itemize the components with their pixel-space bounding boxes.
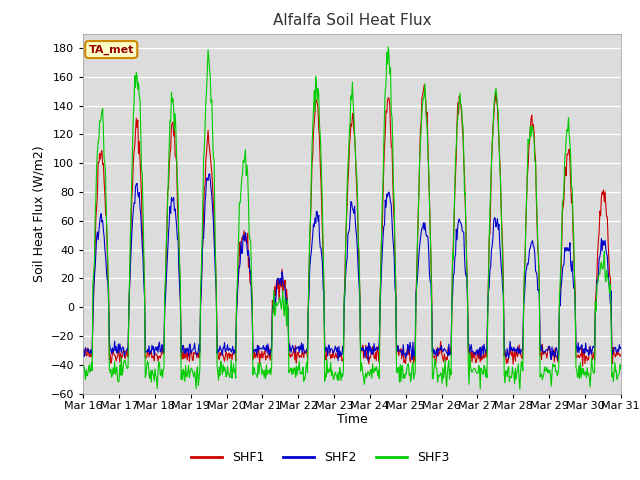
SHF2: [228, 347, 236, 353]
SHF2: [435, 346, 442, 352]
SHF1: [199, 240, 207, 246]
Line: SHF2: SHF2: [83, 174, 621, 361]
SHF3: [418, 109, 426, 115]
SHF1: [579, 363, 586, 369]
SHF3: [227, 357, 235, 363]
SHF3: [434, 380, 442, 385]
SHF3: [516, 386, 524, 392]
SHF2: [419, 225, 426, 230]
SHF3: [385, 44, 392, 50]
SHF1: [89, 316, 97, 322]
SHF2: [364, 358, 372, 364]
SHF1: [417, 120, 425, 126]
SHF2: [79, 347, 87, 352]
SHF2: [617, 345, 625, 350]
SHF3: [199, 201, 207, 207]
SHF2: [199, 235, 207, 241]
Line: SHF3: SHF3: [83, 47, 621, 389]
SHF3: [145, 360, 152, 366]
SHF1: [434, 345, 442, 350]
SHF1: [79, 350, 87, 356]
SHF3: [89, 281, 97, 287]
Text: TA_met: TA_met: [88, 44, 134, 55]
Legend: SHF1, SHF2, SHF3: SHF1, SHF2, SHF3: [186, 446, 454, 469]
SHF3: [79, 365, 87, 371]
SHF2: [89, 313, 97, 319]
SHF2: [205, 171, 213, 177]
SHF3: [617, 366, 625, 372]
SHF1: [145, 350, 152, 356]
SHF1: [617, 352, 625, 358]
SHF2: [145, 349, 152, 355]
SHF1: [420, 82, 428, 88]
Line: SHF1: SHF1: [83, 85, 621, 366]
X-axis label: Time: Time: [337, 413, 367, 426]
SHF1: [227, 351, 235, 357]
Y-axis label: Soil Heat Flux (W/m2): Soil Heat Flux (W/m2): [32, 145, 45, 282]
Title: Alfalfa Soil Heat Flux: Alfalfa Soil Heat Flux: [273, 13, 431, 28]
